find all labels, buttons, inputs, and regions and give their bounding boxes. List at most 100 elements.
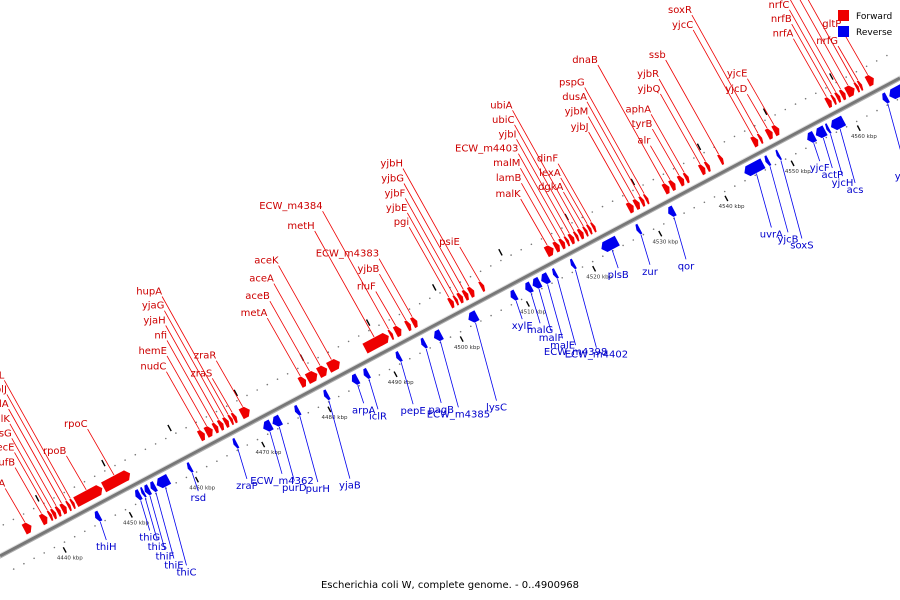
gene-thiS: [140, 487, 147, 498]
forward-track-dot: [185, 426, 187, 429]
reverse-track-dot: [195, 471, 198, 473]
figure-caption: Escherichia coli W, complete genome. - 0…: [321, 580, 579, 591]
kbp-tick-label: 4470 kbp: [255, 450, 281, 456]
forward-track-dot: [723, 141, 726, 143]
reverse-tick-mark: [592, 265, 597, 272]
gene-yjbJ: [625, 202, 634, 214]
label-nrfB: nrfB: [771, 14, 792, 25]
label-aceB: aceB: [245, 291, 270, 302]
label-lamB: lamB: [496, 173, 522, 184]
label-aphA: aphA: [625, 104, 651, 115]
gene-yjcD: [764, 128, 773, 140]
forward-track-dot: [530, 243, 533, 246]
reverse-tick-mark: [393, 371, 398, 378]
gene-aceA: [316, 365, 328, 379]
label-arpA: arpA: [352, 405, 376, 416]
forward-track-dot: [520, 248, 522, 251]
forward-track-dot: [63, 491, 65, 494]
reverse-track-dot: [835, 131, 838, 133]
label-yjbI: yjbI: [499, 129, 517, 140]
gene-yjbB: [404, 320, 412, 332]
forward-track-dot: [225, 405, 228, 408]
gene-zraS: [230, 412, 238, 424]
reverse-track-dot: [337, 395, 340, 398]
label-nrfG: nrfG: [816, 36, 838, 47]
reverse-track-dot: [591, 260, 594, 263]
label-psiE: psiE: [439, 237, 460, 248]
leader-pspG: [584, 87, 645, 194]
label-yjbB: yjbB: [357, 264, 379, 275]
legend-reverse-swatch: [838, 26, 849, 37]
forward-track-dot: [662, 173, 665, 175]
gene-tufB: [38, 513, 48, 526]
reverse-track-dot: [480, 320, 482, 322]
forward-track-dot: [794, 103, 797, 105]
leader-yjbH: [402, 168, 470, 287]
gene-yjbM: [632, 198, 641, 211]
leader-yjcH: [830, 133, 843, 177]
gene-yjbF: [456, 292, 464, 304]
forward-track-dot: [784, 108, 787, 111]
label-zraR: zraR: [194, 351, 216, 362]
label-pepE: pepE: [401, 406, 426, 417]
reverse-track-dot: [134, 503, 137, 506]
forward-track-dot: [500, 259, 502, 262]
backbone-line: [0, 76, 900, 558]
forward-track-dot: [429, 297, 431, 300]
reverse-track-dot: [398, 363, 401, 365]
label-thiE: thiE: [164, 561, 183, 572]
label-yjcF: yjcF: [810, 163, 830, 174]
label-rplA: rplA: [0, 399, 9, 410]
gene-yjcO: [882, 92, 890, 104]
forward-track-dot: [134, 453, 137, 456]
gene-actP: [815, 125, 828, 139]
gene-nusG: [50, 508, 57, 520]
leader-arpA: [357, 385, 365, 404]
leader-thiH: [99, 521, 107, 541]
label-nusG: nusG: [0, 428, 12, 439]
forward-track-dot: [317, 356, 319, 359]
leader-hemE: [166, 355, 207, 427]
label-tufB: tufB: [0, 458, 15, 469]
reverse-track-dot: [805, 147, 807, 150]
leader-metA: [266, 317, 301, 377]
forward-track-dot: [154, 443, 157, 445]
label-xylE: xylE: [512, 321, 533, 332]
leader-yjbJ: [588, 131, 629, 203]
label-ECW_m4402: ECW_m4402: [565, 350, 628, 361]
label-dusA: dusA: [562, 92, 587, 103]
label-yjaG: yjaG: [142, 301, 165, 312]
kbp-tick-label: 4540 kbp: [719, 204, 745, 210]
label-rpoB: rpoB: [43, 446, 67, 457]
reverse-track-dot: [409, 357, 411, 360]
kbp-tick-label: 4530 kbp: [652, 239, 678, 245]
gene-plsB: [601, 235, 620, 252]
label-ubiC: ubiC: [492, 115, 514, 126]
forward-track-dot: [479, 270, 482, 273]
leader-nrfE: [799, 0, 849, 86]
gene-alr: [668, 179, 676, 192]
leader-yjcE: [747, 78, 775, 125]
label-tyrB: tyrB: [632, 119, 653, 130]
kbp-tick-label: 4440 kbp: [57, 556, 83, 562]
label-rpoC: rpoC: [64, 419, 88, 430]
reverse-track-dot: [23, 562, 25, 565]
leader-metH: [314, 230, 375, 338]
forward-track-dot: [347, 340, 350, 343]
label-pgi: pgi: [394, 217, 409, 228]
leader-zur: [640, 234, 651, 265]
reverse-track-dot: [419, 352, 421, 355]
leader-pepE: [400, 362, 414, 405]
gene-nrfB: [830, 94, 837, 105]
reverse-tick-mark: [194, 476, 200, 483]
leader-yjcB: [769, 166, 789, 233]
leader-pgi: [408, 227, 450, 298]
gene-dgkA: [582, 226, 589, 237]
gene-gltP: [864, 75, 874, 87]
label-ECW_m4398: ECW_m4398: [544, 347, 607, 358]
leader-pagB: [425, 348, 442, 404]
reverse-track-dot: [744, 179, 746, 182]
gene-ECW_m4403: [563, 236, 571, 247]
label-nudC: nudC: [140, 362, 166, 373]
label-pagB: pagB: [428, 405, 454, 416]
